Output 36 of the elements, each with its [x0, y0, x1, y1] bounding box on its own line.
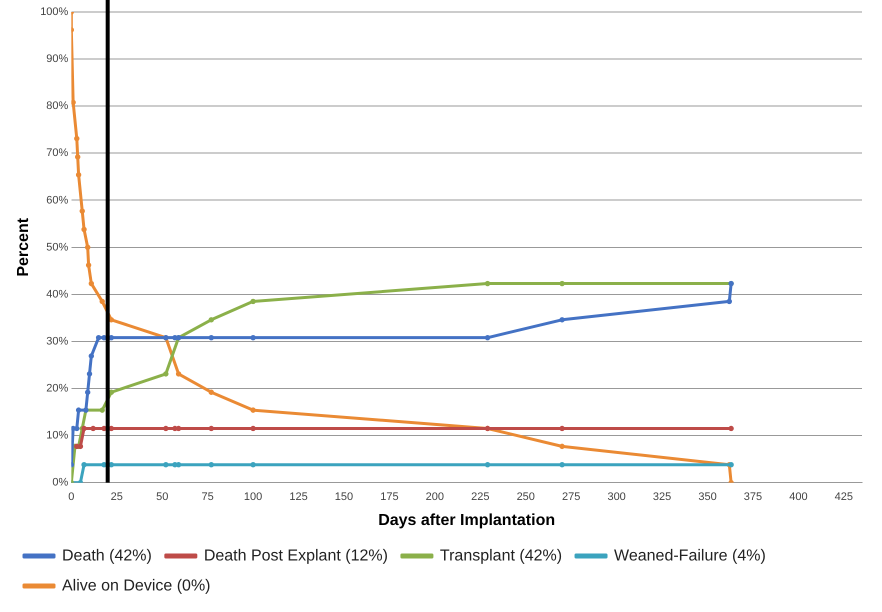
x-axis-title: Days after Implantation — [378, 512, 556, 529]
x-tick-label: 100 — [244, 491, 262, 504]
y-tick-label: 30% — [46, 335, 69, 348]
x-tick-label: 0 — [68, 491, 74, 504]
y-tick-label: 50% — [46, 241, 69, 254]
y-tick-label: 10% — [46, 430, 69, 442]
x-tick-label: 175 — [380, 491, 399, 504]
x-tick-label: 400 — [789, 491, 808, 504]
x-tick-label: 150 — [334, 491, 354, 504]
y-tick-label: 100% — [40, 6, 69, 18]
x-tick-label: 275 — [562, 491, 580, 504]
y-tick-label: 0% — [52, 476, 69, 489]
y-tick-label: 20% — [46, 382, 69, 395]
x-tick-label: 125 — [289, 491, 308, 504]
y-tick-label: 80% — [46, 100, 69, 112]
y-tick-label: 70% — [46, 147, 69, 160]
x-tick-label: 300 — [607, 491, 626, 504]
x-tick-label: 25 — [110, 491, 123, 504]
legend-label: Weaned-Failure (4%) — [614, 547, 766, 564]
x-tick-label: 250 — [516, 491, 535, 504]
x-tick-label: 50 — [156, 491, 168, 504]
x-tick-label: 425 — [834, 491, 854, 504]
legend-label: Death Post Explant (12%) — [204, 547, 388, 564]
y-tick-label: 60% — [46, 194, 69, 206]
legend-label: Transplant (42%) — [440, 547, 562, 564]
y-axis-title: Percent — [15, 217, 32, 277]
legend-label: Alive on Device (0%) — [62, 577, 210, 594]
x-tick-label: 225 — [471, 491, 490, 504]
x-tick-label: 325 — [652, 491, 672, 504]
y-tick-label: 90% — [46, 53, 69, 66]
x-tick-label: 350 — [698, 491, 717, 504]
x-tick-label: 375 — [744, 491, 762, 504]
x-tick-label: 200 — [426, 491, 444, 504]
x-tick-label: 75 — [202, 491, 214, 504]
y-tick-label: 40% — [46, 288, 69, 300]
legend-label: Death (42%) — [62, 547, 152, 564]
